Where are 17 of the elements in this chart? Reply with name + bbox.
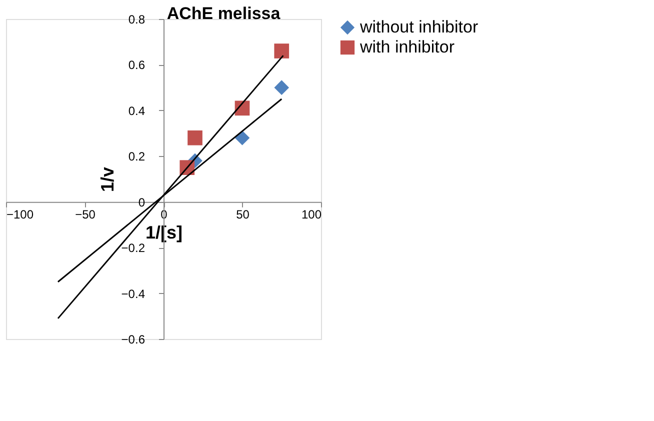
y-tick-label: −0.4 — [121, 286, 146, 301]
y-axis-title: 1/v — [97, 166, 118, 192]
x-tick-label: 50 — [236, 207, 250, 222]
y-tick-label: 0.2 — [128, 150, 146, 164]
x-axis-title: 1/[s] — [145, 222, 183, 242]
y-tick-label: 0.8 — [128, 12, 146, 26]
y-tick-label: 0.4 — [128, 104, 146, 118]
y-tick-label: −0.6 — [121, 332, 146, 346]
y-tick-label: 0.6 — [128, 58, 146, 72]
legend-label: without inhibitor — [359, 18, 478, 36]
legend-label: with inhibitor — [359, 38, 455, 56]
x-tick-label: −50 — [75, 207, 96, 222]
chart-title: AChE melissa — [166, 4, 281, 23]
y-tick-label: −0.2 — [121, 241, 146, 256]
y-tick-label: 0 — [138, 195, 146, 210]
x-tick-label: −100 — [6, 207, 34, 222]
x-tick-label: 100 — [301, 207, 322, 222]
